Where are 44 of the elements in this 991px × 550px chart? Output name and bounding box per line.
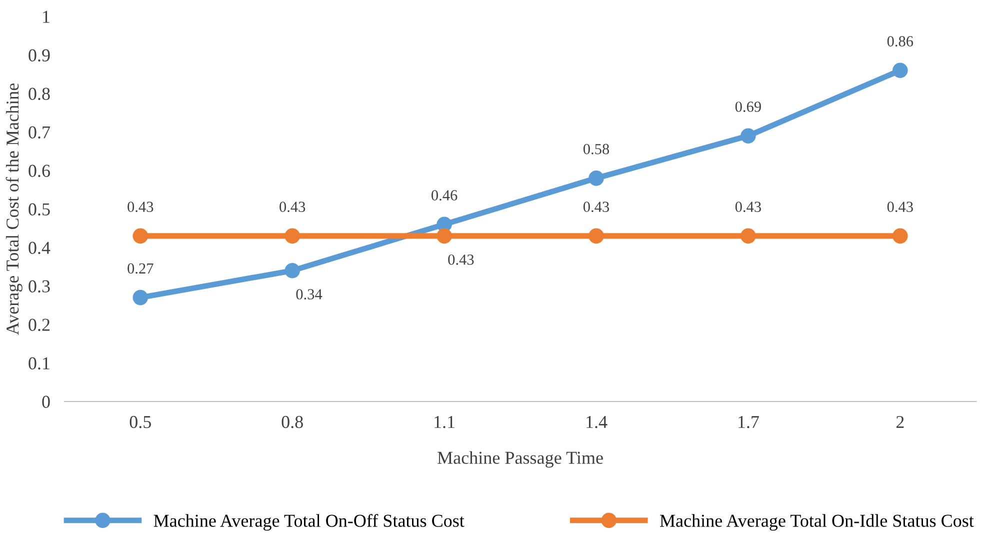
data-label: 0.69 [735, 102, 761, 112]
point [284, 262, 300, 278]
y-tick-label: 0.3 [28, 280, 50, 293]
data-label: 0.43 [735, 202, 761, 212]
point [132, 228, 148, 244]
y-tick-label: 0.8 [28, 88, 50, 100]
data-label: 0.43 [448, 254, 474, 265]
point [436, 228, 452, 244]
x-tick-label: 0.5 [130, 416, 151, 428]
y-tick-label: 0.5 [28, 203, 50, 216]
point [892, 228, 908, 244]
x-axis-title: Machine Passage Time [438, 451, 603, 468]
point [588, 170, 604, 186]
y-tick-label: 0.1 [28, 357, 50, 370]
y-axis-title: Average Total Cost of the Machine [6, 83, 22, 335]
data-label: 0.86 [887, 36, 914, 47]
point [284, 228, 300, 244]
data-label: 0.34 [296, 289, 322, 300]
data-label: 0.58 [583, 144, 610, 154]
x-tick-label: 1.7 [738, 416, 759, 428]
y-tick-label: 0.2 [28, 318, 50, 332]
y-tick-label: 0 [42, 396, 50, 408]
data-label: 0.43 [887, 202, 913, 212]
x-tick-label: 1.1 [434, 416, 454, 428]
x-tick-label: 1.4 [586, 416, 608, 428]
point [588, 228, 604, 244]
y-tick-label: 0.9 [28, 49, 50, 62]
y-tick-label: 0.6 [28, 164, 50, 178]
x-tick-label: 0.8 [282, 416, 303, 428]
data-label: 0.43 [280, 202, 306, 212]
data-label: 0.43 [128, 202, 154, 212]
point [740, 128, 756, 144]
legend-label: Machine Average Total On-Off Status Cost [154, 514, 464, 531]
legend-label: Machine Average Total On-Idle Status Cost [660, 514, 974, 531]
point [132, 290, 148, 306]
y-tick-label: 0.4 [28, 242, 50, 254]
point [892, 62, 908, 78]
data-label: 0.43 [583, 202, 610, 212]
y-tick-label: 0.7 [28, 126, 50, 139]
data-label: 0.46 [432, 190, 458, 201]
x-tick-label: 2 [896, 416, 904, 428]
y-tick-label: 1 [43, 10, 50, 23]
point [740, 228, 756, 244]
data-label: 0.27 [128, 263, 154, 274]
